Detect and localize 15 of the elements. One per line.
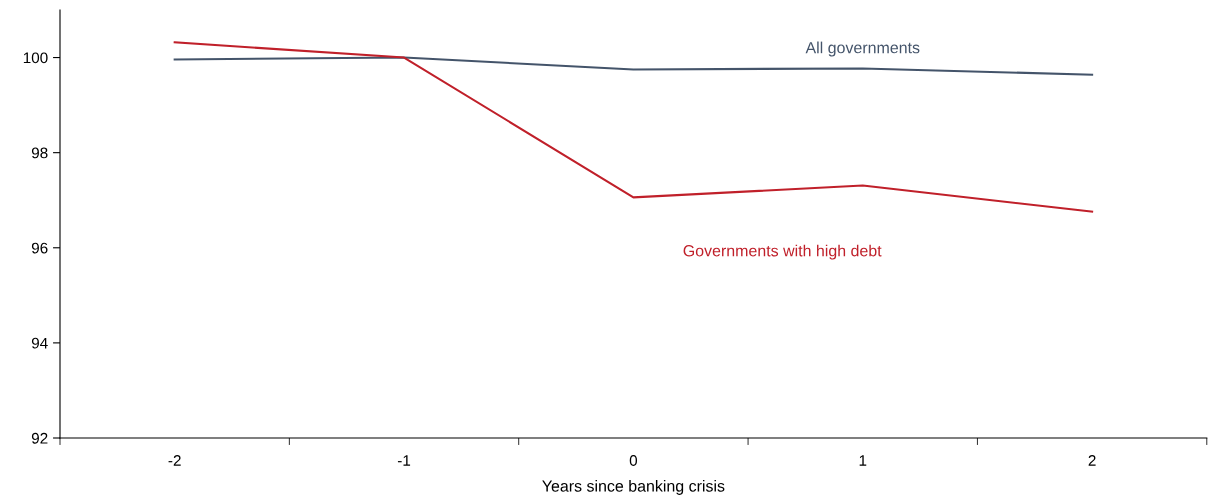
y-tick-label: 100	[23, 52, 48, 64]
y-tick-label: 92	[31, 432, 48, 444]
series-label: All governments	[805, 41, 920, 57]
y-tick-label: 98	[31, 147, 48, 159]
line-series	[173, 41, 1094, 213]
text: Governments with high debt	[683, 244, 882, 260]
x-axis-title: Years since banking crisis	[542, 480, 725, 495]
y-tick-label: 96	[31, 242, 48, 254]
x-tick-label: 1	[859, 455, 867, 466]
x-tick-label: -1	[397, 455, 411, 466]
x-tick-label: 0	[629, 455, 638, 466]
x-tick-label: 2	[1088, 455, 1096, 466]
x-tick-label: -2	[168, 455, 181, 466]
line-series	[173, 56, 1094, 76]
y-tick-label: 94	[31, 337, 48, 349]
